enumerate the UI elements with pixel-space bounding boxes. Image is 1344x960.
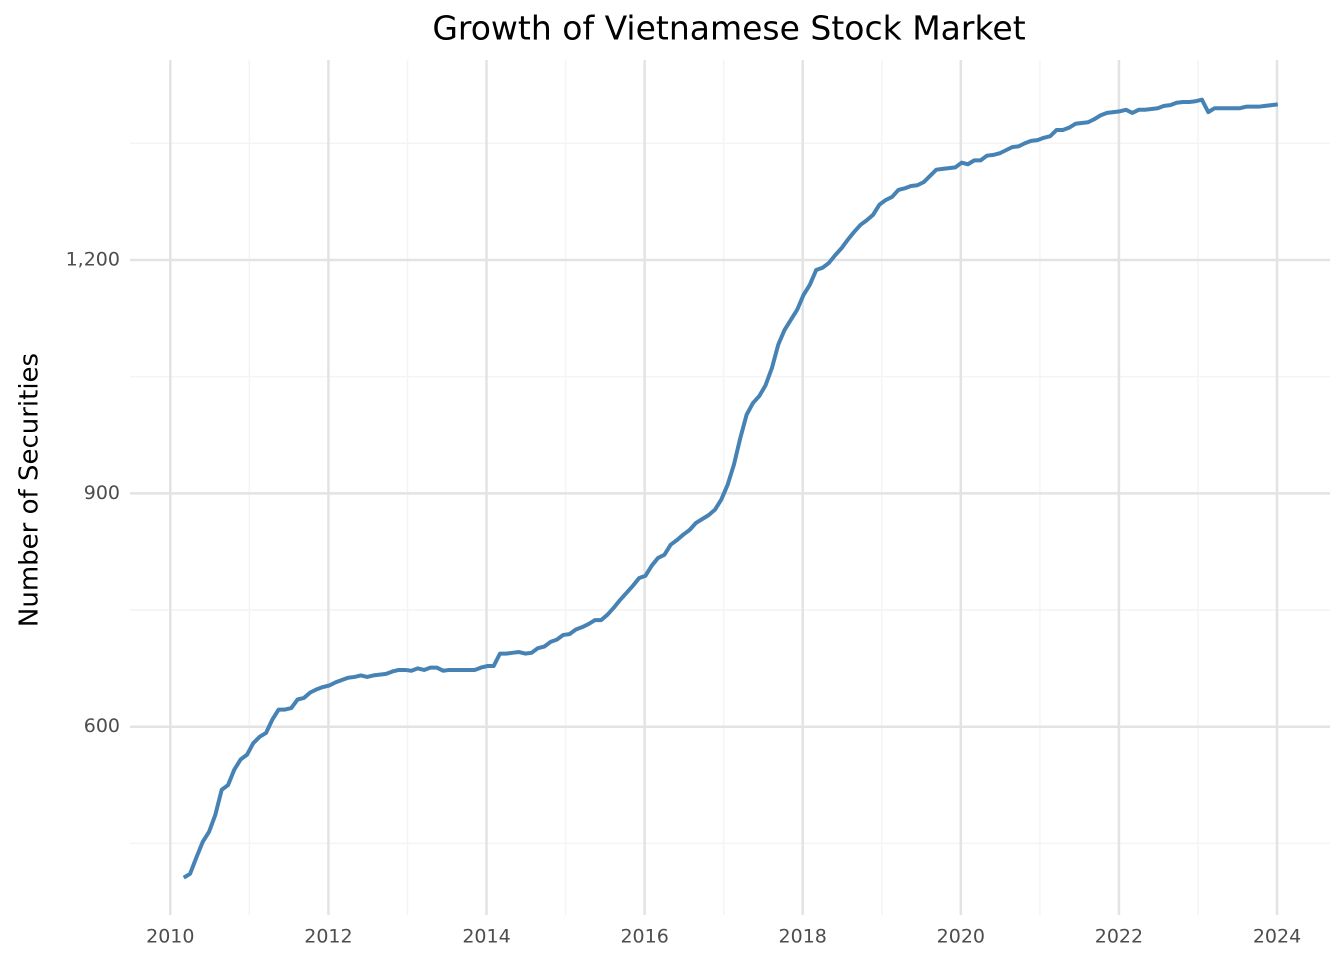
x-tick-label: 2024 [1253, 926, 1301, 948]
x-tick-label: 2020 [937, 926, 985, 948]
x-tick-label: 2022 [1095, 926, 1143, 948]
y-tick-label: 900 [84, 482, 120, 504]
x-tick-label: 2010 [146, 926, 194, 948]
chart-title: Growth of Vietnamese Stock Market [432, 9, 1025, 48]
x-tick-label: 2012 [304, 926, 352, 948]
y-tick-label: 1,200 [66, 248, 120, 270]
x-tick-label: 2016 [620, 926, 668, 948]
y-tick-label: 600 [84, 715, 120, 737]
x-tick-label: 2018 [779, 926, 827, 948]
x-tick-label: 2014 [462, 926, 510, 948]
y-axis-title: Number of Securities [15, 353, 45, 627]
data-line [182, 97, 1279, 880]
